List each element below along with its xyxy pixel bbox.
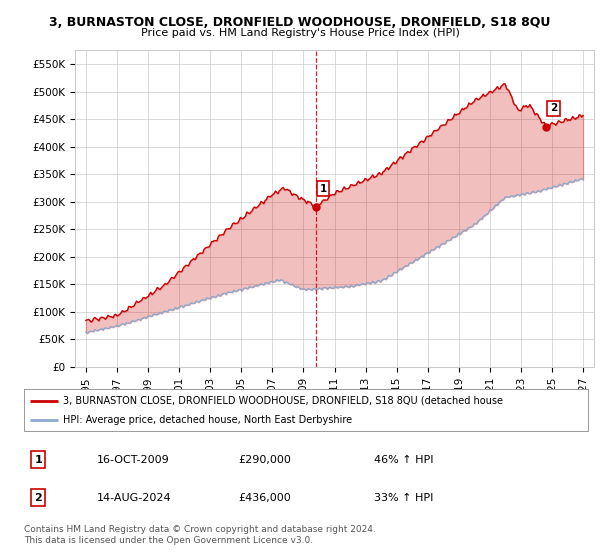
Text: Contains HM Land Registry data © Crown copyright and database right 2024.
This d: Contains HM Land Registry data © Crown c… xyxy=(24,525,376,545)
Text: £436,000: £436,000 xyxy=(238,493,291,503)
Text: 33% ↑ HPI: 33% ↑ HPI xyxy=(374,493,433,503)
Text: HPI: Average price, detached house, North East Derbyshire: HPI: Average price, detached house, Nort… xyxy=(64,415,353,425)
Text: 2: 2 xyxy=(550,104,557,114)
Text: 1: 1 xyxy=(320,184,327,194)
Text: 3, BURNASTON CLOSE, DRONFIELD WOODHOUSE, DRONFIELD, S18 8QU: 3, BURNASTON CLOSE, DRONFIELD WOODHOUSE,… xyxy=(49,16,551,29)
Text: 46% ↑ HPI: 46% ↑ HPI xyxy=(374,455,433,465)
Text: 2: 2 xyxy=(34,493,42,503)
Text: 16-OCT-2009: 16-OCT-2009 xyxy=(97,455,170,465)
Text: Price paid vs. HM Land Registry's House Price Index (HPI): Price paid vs. HM Land Registry's House … xyxy=(140,28,460,38)
Text: 1: 1 xyxy=(34,455,42,465)
Text: £290,000: £290,000 xyxy=(238,455,291,465)
Text: 3, BURNASTON CLOSE, DRONFIELD WOODHOUSE, DRONFIELD, S18 8QU (detached house: 3, BURNASTON CLOSE, DRONFIELD WOODHOUSE,… xyxy=(64,395,503,405)
Text: 14-AUG-2024: 14-AUG-2024 xyxy=(97,493,172,503)
